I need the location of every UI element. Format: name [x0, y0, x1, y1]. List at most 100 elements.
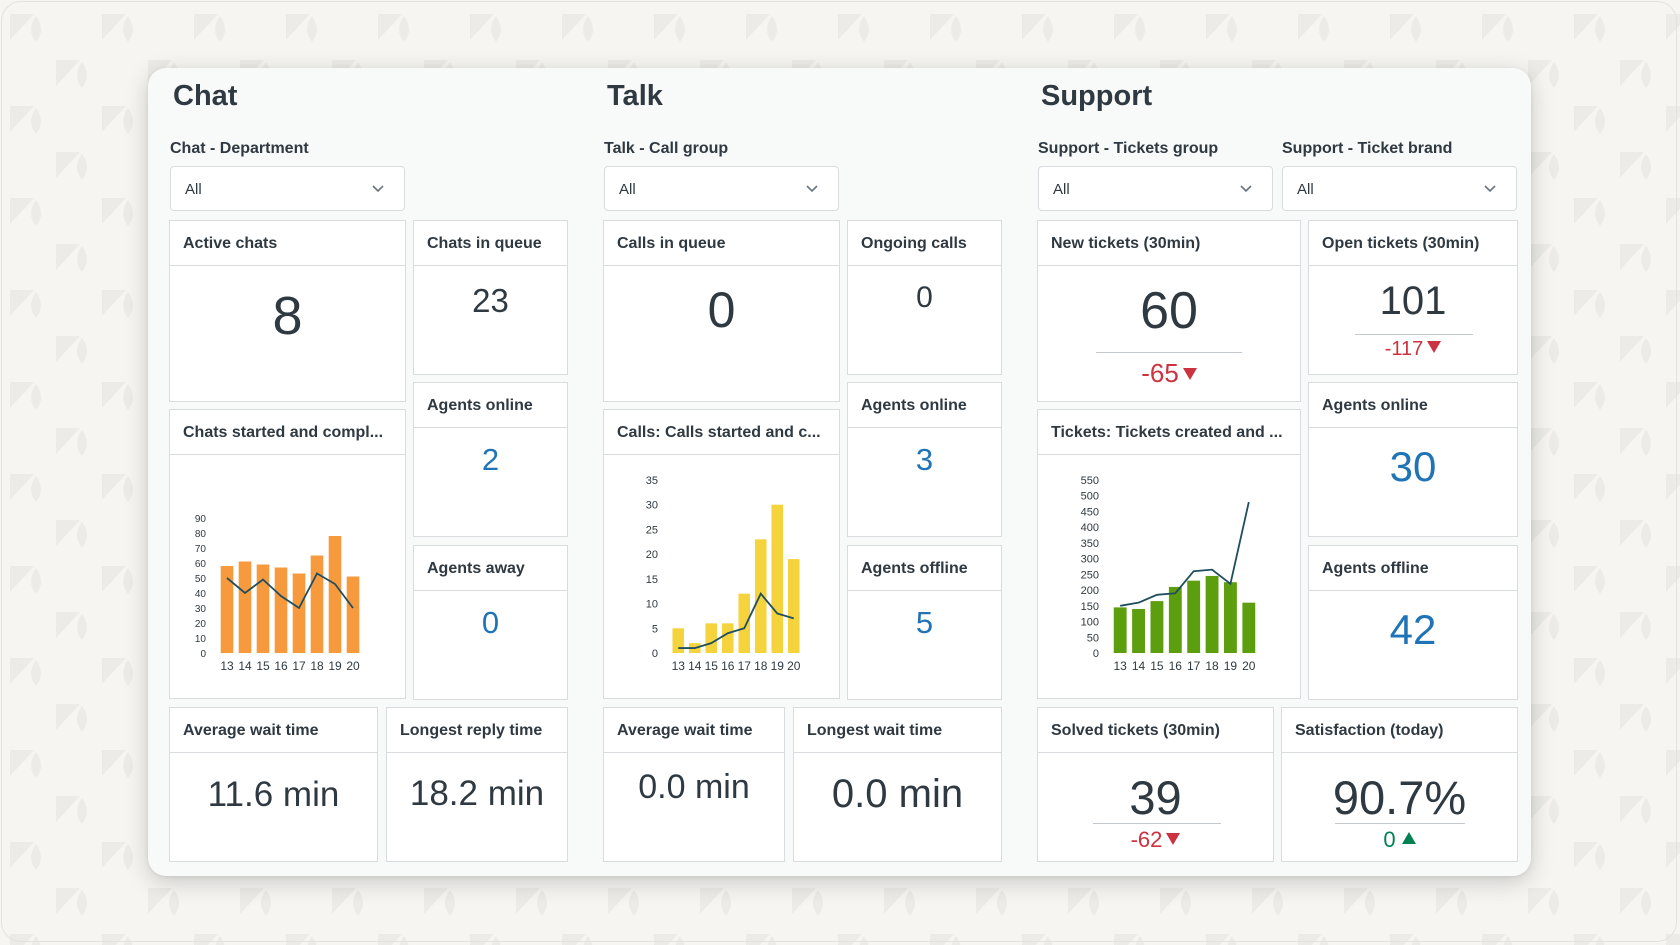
x-tick-label: 15 [256, 659, 270, 673]
y-tick-label: 35 [646, 475, 658, 487]
y-tick-label: 100 [1081, 617, 1099, 629]
card-title: Agents online [414, 383, 567, 428]
x-tick-label: 14 [688, 659, 702, 673]
card-title: Agents offline [1309, 546, 1517, 591]
y-tick-label: 200 [1081, 585, 1099, 597]
y-tick-label: 0 [1093, 648, 1099, 660]
x-tick-label: 16 [274, 659, 288, 673]
talk-agents-offline-value: 5 [915, 605, 934, 640]
support-agents-online-card[interactable]: Agents online 30 [1308, 382, 1518, 537]
select-value: All [1053, 181, 1070, 198]
x-tick-label: 16 [1169, 659, 1183, 673]
x-tick-label: 16 [721, 659, 735, 673]
satisfaction-card[interactable]: Satisfaction (today) 90.7% 0 [1281, 707, 1518, 862]
chat-agents-away-card[interactable]: Agents away 0 [413, 545, 568, 700]
series-line [678, 592, 795, 649]
y-tick-label: 70 [195, 544, 207, 555]
active-chats-value: 8 [272, 286, 303, 346]
divider [1335, 823, 1465, 824]
y-tick-label: 20 [195, 619, 207, 630]
x-tick-label: 14 [238, 659, 252, 673]
calls-chart-card[interactable]: Calls: Calls started and c... 0 5 10 15 20 25… [603, 409, 840, 699]
active-chats-card[interactable]: Active chats 8 [169, 220, 406, 402]
solved-tickets-card[interactable]: Solved tickets (30min) 39 -62 [1037, 707, 1274, 862]
triangle-up-icon [1401, 832, 1416, 844]
new-tickets-card[interactable]: New tickets (30min) 60 -65 [1037, 220, 1301, 402]
x-tick-label: 15 [1150, 659, 1164, 673]
bar [1132, 608, 1145, 653]
triangle-down-icon [1166, 833, 1181, 845]
card-title: Agents online [1309, 383, 1517, 428]
y-tick-label: 50 [195, 574, 207, 585]
new-tickets-delta: -65 [1038, 358, 1300, 389]
support-tickets-group-select[interactable]: All [1038, 166, 1273, 211]
y-tick-label: 40 [195, 589, 207, 600]
talk-agents-online-value: 3 [915, 442, 934, 477]
support-agents-offline-value: 42 [1389, 606, 1437, 653]
calls-in-queue-card[interactable]: Calls in queue 0 [603, 220, 840, 402]
support-agents-online-value: 30 [1389, 443, 1437, 490]
chat-average-wait-card[interactable]: Average wait time 11.6 min [169, 707, 378, 862]
new-tickets-value: 60 [1140, 282, 1198, 340]
card-title: Agents offline [848, 546, 1001, 591]
chat-department-select[interactable]: All [170, 166, 405, 211]
bar [787, 559, 800, 653]
section-title-support: Support [1041, 80, 1153, 112]
y-tick-label: 80 [195, 529, 207, 540]
y-tick-label: 150 [1081, 601, 1099, 613]
card-title: Chats started and compl... [170, 410, 405, 455]
bar [705, 623, 718, 653]
card-title: Calls in queue [604, 221, 839, 266]
card-title: Average wait time [170, 708, 377, 753]
y-tick-label: 25 [646, 524, 658, 536]
series-line [226, 572, 354, 610]
satisfaction-value: 90.7% [1332, 771, 1467, 824]
support-tickets-group-label: Support - Tickets group [1038, 140, 1219, 157]
card-title: Agents online [848, 383, 1001, 428]
open-tickets-delta: -117 [1309, 338, 1517, 361]
section-title-chat: Chat [173, 80, 238, 112]
ongoing-calls-card[interactable]: Ongoing calls 0 [847, 220, 1002, 375]
card-title: Tickets: Tickets created and ... [1038, 410, 1300, 455]
triangle-down-icon [1427, 341, 1442, 353]
talk-average-wait-value: 0.0 min [638, 768, 750, 806]
bar [721, 623, 734, 653]
bar [1205, 575, 1219, 653]
chat-agents-online-card[interactable]: Agents online 2 [413, 382, 568, 537]
y-tick-label: 400 [1081, 522, 1099, 534]
chat-longest-reply-card[interactable]: Longest reply time 18.2 min [386, 707, 568, 862]
card-title: Solved tickets (30min) [1038, 708, 1273, 753]
talk-call-group-select[interactable]: All [604, 166, 839, 211]
support-agents-offline-card[interactable]: Agents offline 42 [1308, 545, 1518, 700]
x-tick-label: 20 [787, 659, 801, 673]
chevron-down-icon [1484, 185, 1496, 193]
bar [310, 555, 324, 653]
series-line [1120, 501, 1250, 607]
bar [1150, 601, 1164, 653]
card-title: New tickets (30min) [1038, 221, 1300, 266]
chat-department-label: Chat - Department [170, 140, 309, 157]
x-tick-label: 18 [754, 659, 768, 673]
open-tickets-value: 101 [1379, 279, 1447, 323]
card-title: Longest reply time [387, 708, 567, 753]
support-ticket-brand-label: Support - Ticket brand [1282, 140, 1453, 157]
x-tick-label: 13 [220, 659, 234, 673]
chats-in-queue-card[interactable]: Chats in queue 23 [413, 220, 568, 375]
calls-in-queue-value: 0 [707, 282, 736, 338]
talk-average-wait-card[interactable]: Average wait time 0.0 min [603, 707, 785, 862]
y-tick-label: 15 [646, 574, 658, 586]
y-tick-label: 20 [646, 549, 658, 561]
talk-longest-wait-card[interactable]: Longest wait time 0.0 min [793, 707, 1002, 862]
card-title: Ongoing calls [848, 221, 1001, 266]
talk-agents-online-card[interactable]: Agents online 3 [847, 382, 1002, 537]
open-tickets-card[interactable]: Open tickets (30min) 101 -117 [1308, 220, 1518, 375]
bar [238, 561, 252, 653]
chats-chart-card[interactable]: Chats started and compl... 0 10 20 30 40 50 60… [169, 409, 406, 699]
x-tick-label: 19 [328, 659, 342, 673]
chevron-down-icon [806, 185, 818, 193]
support-ticket-brand-select[interactable]: All [1282, 166, 1517, 211]
tickets-chart-card[interactable]: Tickets: Tickets created and ... 0 50 100 1… [1037, 409, 1301, 699]
triangle-down-icon [1182, 368, 1197, 380]
talk-agents-offline-card[interactable]: Agents offline 5 [847, 545, 1002, 700]
chevron-down-icon [372, 185, 384, 193]
